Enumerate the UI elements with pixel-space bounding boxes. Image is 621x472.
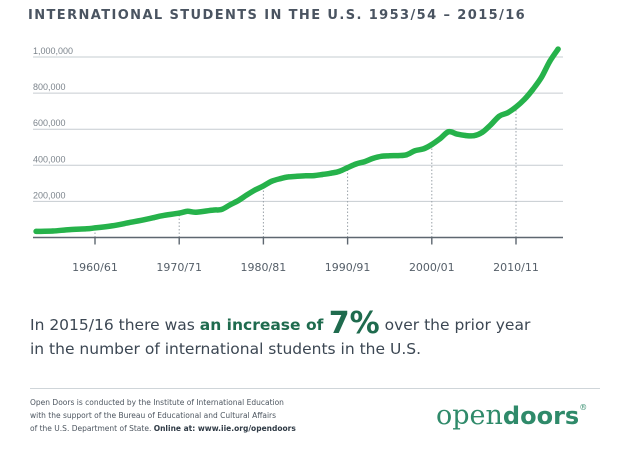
y-tick-labels: 200,000 400,000 600,000 800,000 1,000,000 (33, 46, 73, 200)
x-tick-labels: 1960/61 1970/71 1980/81 1990/91 2000/01 2010/… (72, 261, 539, 274)
data-point (311, 172, 317, 179)
credits-line-1: Open Doors is conducted by the Institute… (30, 398, 284, 407)
data-point (555, 46, 561, 52)
statement-line-2: in the number of international students … (30, 340, 422, 358)
data-point (530, 86, 536, 93)
x-tick-label: 2010/11 (493, 261, 539, 274)
data-point (92, 225, 98, 231)
data-point (395, 152, 401, 159)
y-tick-label: 400,000 (33, 154, 66, 164)
data-point (336, 168, 342, 175)
data-point (521, 96, 528, 103)
data-point (353, 161, 359, 167)
registered-mark: ® (579, 403, 588, 412)
data-point (378, 153, 384, 159)
data-point (370, 155, 376, 162)
data-point (429, 141, 435, 148)
x-tick-label: 1970/71 (156, 261, 202, 274)
data-point (67, 226, 73, 233)
data-point (479, 129, 485, 135)
data-point (235, 198, 241, 204)
data-point (462, 132, 469, 139)
data-point (176, 210, 182, 216)
data-point (193, 209, 199, 215)
vertical-gridlines (94, 106, 517, 238)
data-point (538, 74, 544, 81)
data-point (50, 228, 56, 234)
data-point (286, 174, 292, 180)
credits: Open Doors is conducted by the Institute… (30, 396, 360, 435)
data-point (496, 113, 502, 119)
y-tick-label: 1,000,000 (33, 46, 73, 56)
line-chart: 200,000 400,000 600,000 800,000 1,000,000 19… (33, 46, 563, 274)
data-point (412, 148, 418, 154)
data-point (547, 58, 553, 65)
data-point (142, 216, 149, 223)
data-point (319, 171, 325, 178)
y-tick-label: 800,000 (33, 82, 66, 92)
data-point (471, 133, 477, 139)
data-point (345, 165, 351, 171)
credits-line-3: of the U.S. Department of State. (30, 424, 154, 433)
opendoors-logo: opendoors® (436, 400, 587, 431)
data-point (403, 152, 410, 158)
summary-statement: In 2015/16 there was an increase of 7% o… (30, 309, 600, 361)
data-point (361, 159, 368, 165)
x-ticks (94, 237, 517, 245)
data-point (454, 131, 460, 137)
x-tick-label: 2000/01 (409, 261, 455, 274)
data-point (159, 213, 165, 219)
data-point (504, 110, 511, 116)
data-point (185, 208, 191, 214)
data-point (227, 202, 233, 208)
data-point (387, 153, 393, 159)
data-point (302, 173, 309, 179)
data-point (218, 206, 224, 213)
data-point (513, 104, 519, 110)
data-point (83, 226, 90, 232)
data-point (126, 220, 132, 226)
increase-percent: 7% (328, 306, 380, 341)
x-tick-label: 1980/81 (241, 261, 287, 274)
logo-open: open (436, 400, 503, 431)
series-layer (33, 46, 561, 235)
statement-text-2: over the prior year (379, 316, 531, 334)
data-point (437, 135, 443, 142)
data-point (151, 215, 157, 221)
data-point (420, 146, 426, 152)
statement-text-1: In 2015/16 there was (30, 316, 200, 334)
data-point (328, 170, 334, 176)
data-point (243, 192, 250, 198)
data-point (260, 183, 266, 189)
data-point (33, 228, 39, 234)
y-tick-label: 200,000 (33, 190, 66, 200)
y-tick-label: 600,000 (33, 118, 66, 128)
x-tick-label: 1960/61 (72, 261, 118, 274)
chart-title: INTERNATIONAL STUDENTS IN THE U.S. 1953/… (28, 8, 527, 23)
data-point (210, 207, 216, 213)
data-point (446, 129, 452, 135)
grid-layer (33, 56, 563, 202)
data-point (488, 122, 494, 128)
credits-online-link[interactable]: Online at: www.iie.org/opendoors (153, 424, 296, 433)
data-point (277, 176, 283, 182)
statement-highlight: an increase of (199, 316, 329, 334)
logo-doors: doors (502, 402, 580, 430)
data-point (252, 187, 258, 193)
x-tick-label: 1990/91 (325, 261, 371, 274)
credits-line-2: with the support of the Bureau of Educat… (30, 411, 277, 420)
divider (30, 388, 600, 389)
data-point (109, 223, 115, 229)
series-line-international-students (33, 46, 561, 235)
data-point (269, 178, 275, 184)
data-point (294, 173, 300, 179)
